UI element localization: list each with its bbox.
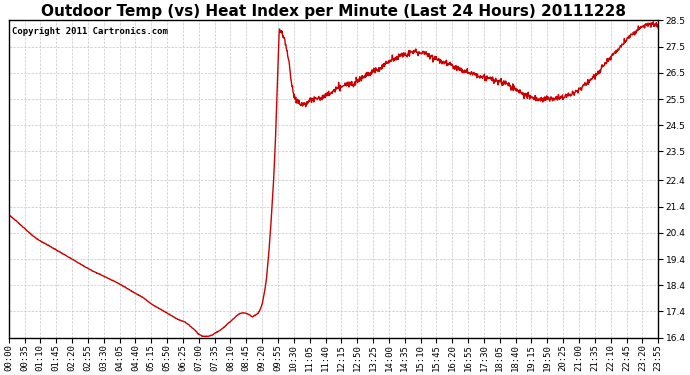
Title: Outdoor Temp (vs) Heat Index per Minute (Last 24 Hours) 20111228: Outdoor Temp (vs) Heat Index per Minute … (41, 4, 626, 19)
Text: Copyright 2011 Cartronics.com: Copyright 2011 Cartronics.com (12, 27, 168, 36)
